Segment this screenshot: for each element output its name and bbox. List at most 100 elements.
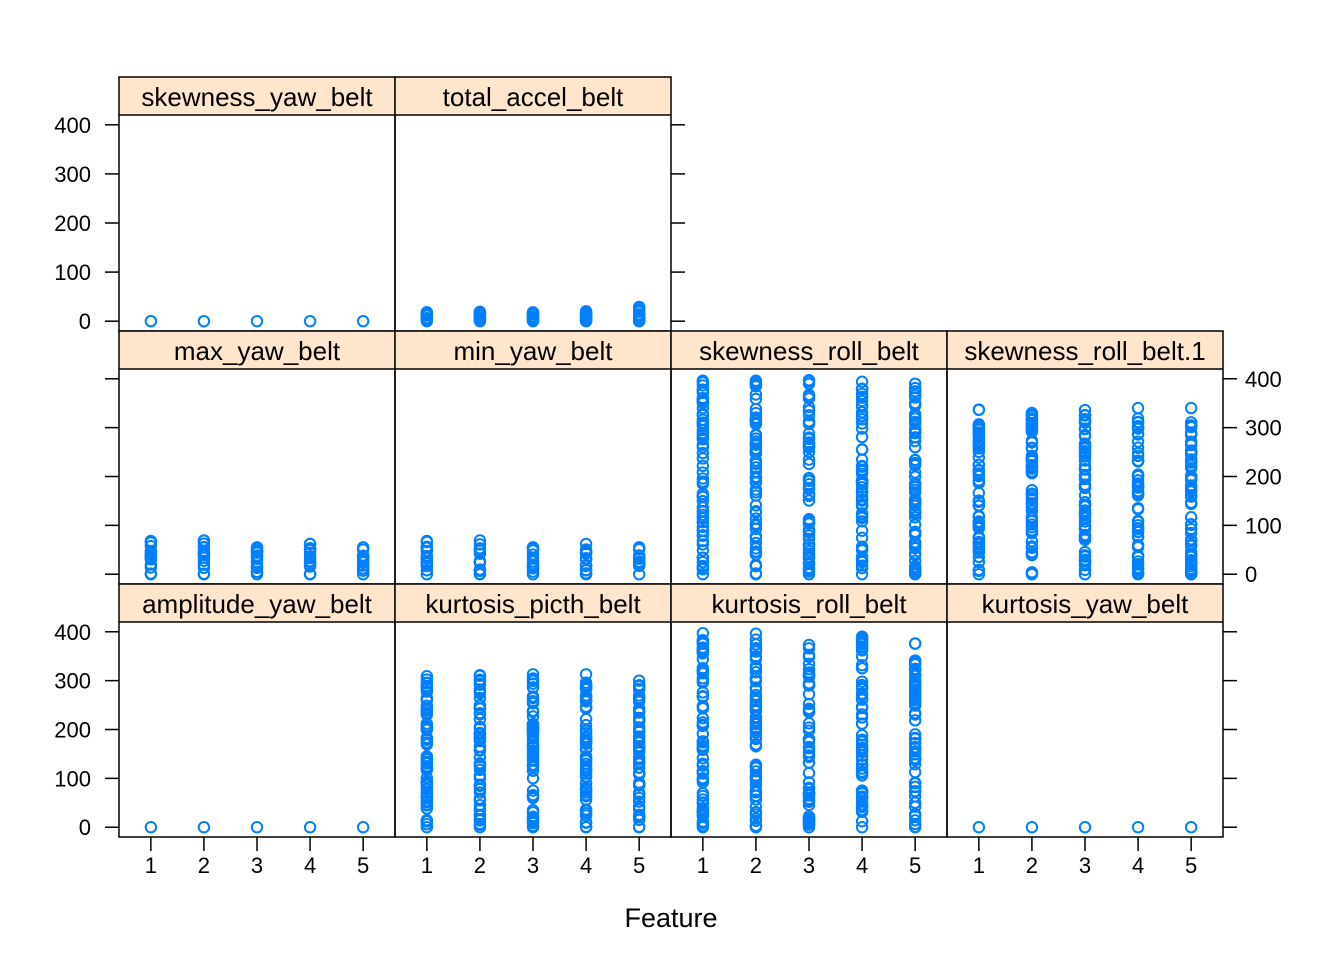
data-point (473, 669, 487, 683)
data-point (972, 821, 986, 834)
data-point (579, 693, 593, 706)
data-point (144, 821, 158, 834)
data-point (1078, 563, 1092, 577)
data-point (855, 568, 869, 581)
data-point (420, 699, 434, 712)
data-point (1131, 449, 1145, 463)
data-point (197, 534, 211, 547)
data-point (526, 804, 540, 817)
data-point (144, 314, 158, 328)
data-point (802, 390, 816, 403)
data-point (749, 529, 763, 543)
data-point (855, 753, 869, 766)
data-point (579, 559, 593, 573)
data-point (632, 674, 646, 687)
data-point (855, 640, 869, 654)
x-tick-label: 2 (750, 853, 762, 878)
data-point (972, 434, 986, 447)
data-point (972, 568, 986, 581)
data-point (802, 818, 816, 831)
data-point (749, 814, 763, 827)
data-point (473, 798, 487, 812)
data-point (144, 536, 158, 549)
panel-kurtosis-picth-belt: kurtosis_picth_belt (394, 583, 672, 838)
panel-title: skewness_roll_belt.1 (964, 336, 1205, 366)
data-point (526, 668, 540, 681)
data-point (473, 751, 487, 764)
data-point (696, 505, 710, 518)
x-tick-label: 4 (304, 853, 316, 878)
data-point (855, 375, 869, 388)
data-point (420, 307, 434, 321)
data-point (356, 543, 370, 556)
data-point (1131, 565, 1145, 579)
x-tick-label: 4 (1132, 853, 1144, 878)
panel-title: amplitude_yaw_belt (142, 589, 373, 619)
data-point (696, 568, 710, 581)
data-point (303, 821, 317, 834)
data-point (1184, 534, 1198, 548)
panel-strip (671, 584, 947, 622)
data-point (696, 716, 710, 729)
x-tick-label: 2 (474, 853, 486, 878)
data-point (749, 691, 763, 704)
data-point (855, 745, 869, 759)
data-point (197, 567, 211, 580)
data-point (855, 717, 869, 730)
panel-strip (119, 331, 395, 369)
data-point (855, 805, 869, 819)
data-point (1184, 401, 1198, 415)
data-point (1078, 437, 1092, 450)
data-point (908, 731, 922, 745)
data-point (1184, 497, 1198, 511)
data-point (250, 561, 264, 575)
y-tick-label: 400 (54, 113, 91, 138)
data-point (1184, 555, 1198, 569)
data-point (1131, 514, 1145, 528)
data-point (473, 306, 487, 320)
data-point (1025, 546, 1039, 559)
data-point (696, 524, 710, 537)
data-point (908, 434, 922, 448)
data-point (802, 557, 816, 571)
data-point (696, 764, 710, 778)
data-point (855, 632, 869, 645)
data-point (1131, 501, 1145, 515)
data-point (749, 377, 763, 391)
data-point (526, 819, 540, 833)
data-point (420, 796, 434, 809)
data-point (420, 313, 434, 326)
data-point (144, 567, 158, 580)
panel-skewness-yaw-belt: skewness_yaw_belt (118, 76, 396, 332)
data-point (749, 726, 763, 739)
data-point (855, 729, 869, 742)
y-tick-label: 0 (79, 309, 91, 334)
data-point (526, 771, 540, 785)
x-tick-label: 1 (421, 853, 433, 878)
data-point (473, 778, 487, 791)
data-point (696, 686, 710, 699)
panel-points (696, 374, 922, 581)
data-point (908, 542, 922, 555)
data-point (632, 303, 646, 316)
data-point (1131, 455, 1145, 468)
data-point (1131, 562, 1145, 575)
panel-points (144, 314, 370, 328)
data-point (855, 477, 869, 491)
data-point (749, 442, 763, 456)
data-point (802, 453, 816, 466)
data-point (420, 775, 434, 789)
data-point (1131, 415, 1145, 429)
panel-skewness-roll-belt: skewness_roll_belt (670, 330, 948, 585)
data-point (420, 706, 434, 719)
data-point (908, 554, 922, 568)
data-point (1131, 421, 1145, 435)
data-point (420, 771, 434, 785)
data-point (420, 557, 434, 570)
data-point (696, 563, 710, 576)
data-point (855, 792, 869, 805)
data-point (749, 414, 763, 427)
data-point (802, 564, 816, 578)
panels-layer: skewness_yaw_belt total_accel_belt max_yaw… (118, 76, 1224, 838)
data-point (802, 482, 816, 496)
